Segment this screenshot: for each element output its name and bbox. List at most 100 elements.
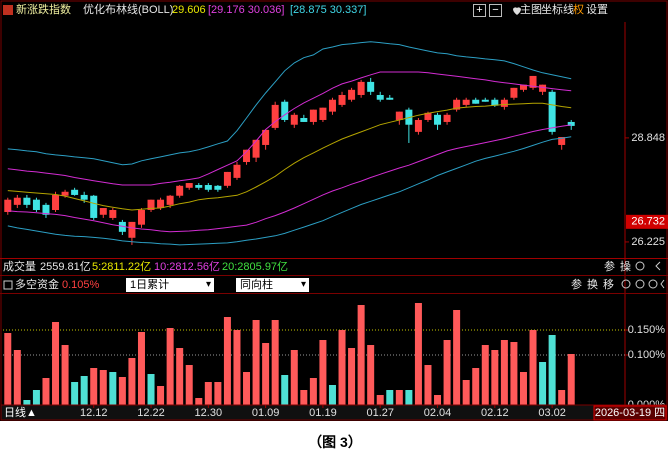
boll-line xyxy=(7,102,572,211)
bar xyxy=(529,330,537,405)
bar xyxy=(519,372,527,405)
x-tick-label: 01.27 xyxy=(366,407,394,419)
candle-body xyxy=(500,99,508,107)
tool[interactable]: 权 xyxy=(573,4,584,16)
icon[interactable] xyxy=(635,261,645,271)
bar xyxy=(424,365,432,405)
candle-body xyxy=(185,183,193,188)
bar xyxy=(185,365,193,405)
candle-body xyxy=(328,99,336,112)
date-box xyxy=(593,405,667,421)
tool[interactable]: 主图 xyxy=(520,4,542,16)
caption: （图 3） xyxy=(308,434,362,450)
candle-body xyxy=(80,194,88,200)
bar xyxy=(223,317,231,405)
period-dropdown[interactable]: 1日累计 xyxy=(126,278,214,292)
bar xyxy=(262,343,270,405)
candle-body xyxy=(71,189,79,195)
period-label: 日线▲ xyxy=(4,405,37,419)
collapse-icon[interactable] xyxy=(660,279,665,289)
bar xyxy=(23,400,31,405)
candle-body xyxy=(357,81,365,95)
boll-line xyxy=(7,71,572,186)
candle-body xyxy=(414,119,422,132)
candle-body xyxy=(99,208,107,215)
candle-body xyxy=(166,195,174,205)
tool[interactable]: 参 xyxy=(571,279,582,291)
last-price-box xyxy=(626,214,668,229)
bar xyxy=(4,333,12,405)
bar xyxy=(13,350,21,405)
candle-body xyxy=(395,111,403,120)
candle-body xyxy=(90,195,98,218)
collapse-icon[interactable] xyxy=(655,261,661,271)
bar xyxy=(348,348,356,405)
candle-body xyxy=(462,99,470,105)
candle-body xyxy=(567,121,575,126)
candle-body xyxy=(13,197,21,205)
volume-value: 2559.81亿 xyxy=(40,261,91,273)
style-dropdown[interactable]: 同向柱 xyxy=(236,278,309,292)
candle-body xyxy=(424,112,432,120)
candle-body xyxy=(300,117,308,122)
y-tick-label: 28.848 xyxy=(631,132,665,144)
candle-body xyxy=(558,137,566,145)
bar xyxy=(42,378,50,405)
bar xyxy=(166,328,174,405)
date-label: 2026-03-19 四 xyxy=(595,407,665,419)
tool[interactable]: 参 xyxy=(604,261,615,273)
bar xyxy=(233,330,241,405)
candle-body xyxy=(367,81,375,92)
candle-body xyxy=(61,191,69,196)
bar xyxy=(567,354,575,405)
bar xyxy=(147,374,155,405)
boll-line xyxy=(7,41,572,166)
boll-line xyxy=(7,136,572,246)
icon[interactable] xyxy=(621,279,631,289)
indicator-value: 0.105% xyxy=(62,279,100,291)
tool[interactable]: 操 xyxy=(620,261,631,273)
y-tick-label: 26.225 xyxy=(631,236,665,248)
candle-body xyxy=(386,97,394,100)
x-axis-bar xyxy=(0,404,668,421)
bar xyxy=(90,368,98,405)
candle-body xyxy=(271,104,279,128)
indicator-name: 优化布林线(BOLL) xyxy=(83,4,174,16)
bar xyxy=(281,375,289,405)
tool[interactable]: 移 xyxy=(603,279,614,291)
zoom-out-icon[interactable] xyxy=(648,279,658,289)
candle-body xyxy=(338,94,346,105)
x-tick-label: 03.02 xyxy=(538,407,566,419)
add-button[interactable]: + xyxy=(473,4,486,17)
tool[interactable]: 换 xyxy=(587,279,598,291)
candle-body xyxy=(453,99,461,110)
bar xyxy=(157,386,165,405)
candle-body xyxy=(290,114,298,125)
volume-ma: 5:2811.22亿 xyxy=(92,261,152,273)
last-price-label: 26.732 xyxy=(631,216,665,228)
candle-body xyxy=(262,129,270,145)
tool[interactable]: 坐标线 xyxy=(541,4,574,16)
candle-body xyxy=(157,199,165,209)
candle-body xyxy=(195,185,203,188)
candle-body xyxy=(4,199,12,212)
bar xyxy=(204,382,212,405)
zoom-in-icon[interactable] xyxy=(635,279,645,289)
volume-ma: 10:2812.56亿 xyxy=(154,261,221,273)
remove-button[interactable]: − xyxy=(489,4,502,17)
bar xyxy=(367,345,375,405)
bar xyxy=(414,303,422,405)
favorite-icon[interactable] xyxy=(513,7,521,15)
candle-body xyxy=(252,139,260,158)
candle-body xyxy=(529,75,537,88)
candle-body xyxy=(204,185,212,190)
candle-body xyxy=(42,204,50,215)
bar xyxy=(491,350,499,405)
bar xyxy=(376,395,384,405)
bar xyxy=(99,370,107,405)
volume-label: 成交量 xyxy=(3,261,36,273)
candle-body xyxy=(128,221,136,238)
candle-body xyxy=(348,89,356,100)
bar xyxy=(128,358,136,405)
tool[interactable]: 设置 xyxy=(586,4,608,16)
